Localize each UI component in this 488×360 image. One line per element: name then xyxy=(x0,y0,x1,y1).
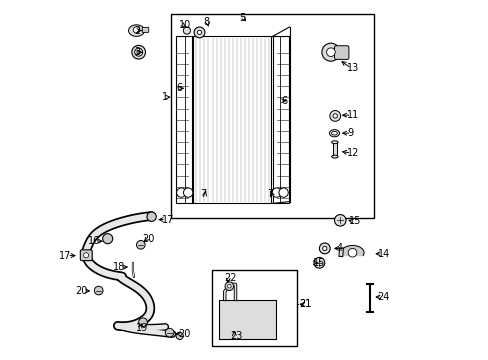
Bar xyxy=(212,270,296,346)
Circle shape xyxy=(321,43,339,61)
Circle shape xyxy=(165,328,174,337)
Circle shape xyxy=(94,286,103,295)
Circle shape xyxy=(183,27,190,34)
Bar xyxy=(192,36,273,203)
Circle shape xyxy=(319,243,329,254)
Circle shape xyxy=(313,257,324,268)
Text: 6: 6 xyxy=(281,96,287,106)
Ellipse shape xyxy=(329,130,339,137)
FancyBboxPatch shape xyxy=(334,46,348,59)
FancyBboxPatch shape xyxy=(80,250,92,261)
Text: 14: 14 xyxy=(377,249,389,259)
Text: 18: 18 xyxy=(113,262,125,272)
Circle shape xyxy=(146,212,156,221)
Ellipse shape xyxy=(331,131,337,135)
Circle shape xyxy=(329,111,340,121)
Bar xyxy=(170,14,373,218)
FancyBboxPatch shape xyxy=(142,27,148,32)
Text: 21: 21 xyxy=(299,299,311,309)
Circle shape xyxy=(132,45,145,59)
Text: 10: 10 xyxy=(179,20,191,30)
Bar xyxy=(218,300,276,339)
Text: 17: 17 xyxy=(162,215,174,225)
Polygon shape xyxy=(340,246,363,256)
Text: 13: 13 xyxy=(346,63,359,73)
Text: 19: 19 xyxy=(136,323,148,333)
Circle shape xyxy=(176,332,183,339)
Bar xyxy=(332,142,336,157)
Circle shape xyxy=(278,188,288,197)
Text: 16: 16 xyxy=(88,236,101,246)
Polygon shape xyxy=(128,25,144,36)
Text: 1: 1 xyxy=(162,92,167,102)
Circle shape xyxy=(334,215,346,226)
Text: 21: 21 xyxy=(299,299,311,309)
Circle shape xyxy=(347,248,356,257)
Text: 7: 7 xyxy=(267,189,273,199)
Text: 9: 9 xyxy=(346,128,352,138)
Text: 7: 7 xyxy=(200,189,206,199)
Text: 2: 2 xyxy=(134,26,141,36)
Text: 4: 4 xyxy=(336,243,342,253)
Circle shape xyxy=(326,48,335,57)
Circle shape xyxy=(183,188,192,197)
Text: 3: 3 xyxy=(134,47,141,57)
Circle shape xyxy=(176,188,185,197)
Text: 11: 11 xyxy=(346,110,359,120)
Circle shape xyxy=(102,234,113,244)
Circle shape xyxy=(134,48,142,56)
Text: 5: 5 xyxy=(239,13,245,23)
Circle shape xyxy=(224,282,233,291)
Circle shape xyxy=(133,27,140,33)
Text: 6: 6 xyxy=(176,83,182,93)
Text: 15: 15 xyxy=(312,258,325,268)
Text: 20: 20 xyxy=(142,234,154,244)
Circle shape xyxy=(83,253,88,258)
Circle shape xyxy=(322,246,326,251)
Text: 8: 8 xyxy=(203,17,209,27)
Ellipse shape xyxy=(331,141,337,144)
Text: 23: 23 xyxy=(230,330,242,341)
Text: 12: 12 xyxy=(346,148,359,158)
Circle shape xyxy=(227,284,231,288)
Circle shape xyxy=(136,240,145,249)
Bar xyxy=(271,36,288,203)
Circle shape xyxy=(137,50,140,54)
Text: 20: 20 xyxy=(75,286,88,296)
Text: 15: 15 xyxy=(348,216,361,226)
Circle shape xyxy=(332,114,337,118)
Circle shape xyxy=(271,188,281,197)
Circle shape xyxy=(139,318,147,327)
Ellipse shape xyxy=(331,155,337,158)
Circle shape xyxy=(197,30,201,35)
Text: 22: 22 xyxy=(224,273,236,283)
Bar xyxy=(176,36,193,203)
Text: 24: 24 xyxy=(377,292,389,302)
Circle shape xyxy=(194,27,204,38)
Text: 20: 20 xyxy=(178,329,190,339)
Text: 17: 17 xyxy=(59,251,72,261)
